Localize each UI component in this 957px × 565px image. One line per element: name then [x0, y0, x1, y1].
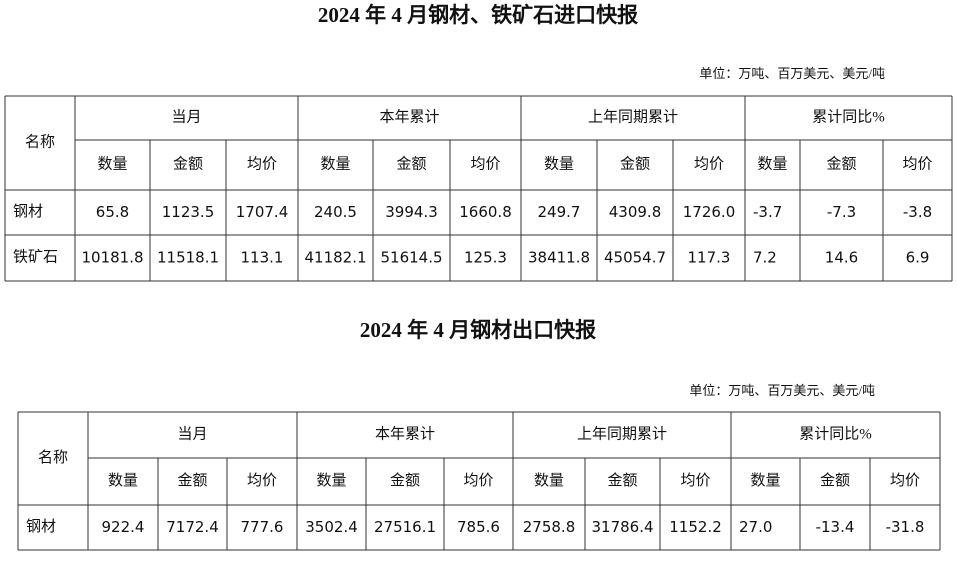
table-cell: 2758.8	[523, 518, 576, 536]
header-column: 均价	[247, 155, 277, 172]
table-cell: 3502.4	[305, 518, 358, 536]
header-group: 本年累计	[375, 425, 435, 442]
table-cell: 7.2	[753, 249, 777, 267]
table-cell: 1152.2	[669, 518, 722, 536]
table-cell: 7172.4	[166, 518, 219, 536]
table-cell: 922.4	[102, 518, 145, 536]
table-cell: 1123.5	[162, 203, 215, 221]
table-cell: 3994.3	[385, 203, 438, 221]
header-group: 累计同比%	[812, 108, 885, 125]
table-cell: -3.8	[903, 203, 932, 221]
table-title: 2024 年 4 月钢材、铁矿石进口快报	[318, 3, 638, 27]
table-cell: 117.3	[688, 249, 731, 267]
table-cell: 27.0	[739, 518, 772, 536]
header-column: 金额	[390, 472, 420, 489]
header-group: 当月	[177, 425, 207, 442]
table-cell: 125.3	[464, 249, 507, 267]
table-cell: 1660.8	[459, 203, 512, 221]
table-cell: 51614.5	[380, 249, 442, 267]
header-column: 数量	[544, 155, 574, 172]
header-column: 数量	[316, 472, 346, 489]
header-column: 金额	[607, 472, 637, 489]
table-cell: 249.7	[538, 203, 581, 221]
header-column: 均价	[902, 155, 932, 172]
header-column: 金额	[173, 155, 203, 172]
header-column: 金额	[826, 155, 856, 172]
header-column: 金额	[177, 472, 207, 489]
header-column: 均价	[247, 472, 277, 489]
header-column: 数量	[320, 155, 350, 172]
table-cell: 41182.1	[304, 249, 366, 267]
table-title: 2024 年 4 月钢材出口快报	[360, 318, 596, 342]
table-cell: 31786.4	[591, 518, 653, 536]
table-cell: 27516.1	[374, 518, 436, 536]
header-column: 数量	[97, 155, 127, 172]
table-cell: -3.7	[753, 203, 782, 221]
header-column: 均价	[463, 472, 493, 489]
header-column: 金额	[396, 155, 426, 172]
header-column: 金额	[620, 155, 650, 172]
header-cell: 名称	[25, 133, 55, 150]
header-cell: 名称	[38, 449, 68, 466]
header-column: 数量	[108, 472, 138, 489]
table-cell: 777.6	[241, 518, 284, 536]
table-cell: -13.4	[816, 518, 855, 536]
table-cell: -31.8	[886, 518, 925, 536]
table-cell: 785.6	[457, 518, 500, 536]
header-column: 数量	[757, 155, 787, 172]
table-cell: -7.3	[827, 203, 856, 221]
header-group: 本年累计	[379, 108, 439, 125]
table-cell: 10181.8	[81, 249, 143, 267]
row-name: 钢材	[13, 203, 43, 220]
row-name: 铁矿石	[13, 248, 58, 265]
table-cell: 1707.4	[236, 203, 289, 221]
header-column: 均价	[694, 155, 724, 172]
table-cell: 113.1	[241, 249, 284, 267]
header-group: 累计同比%	[799, 425, 872, 442]
table-cell: 4309.8	[609, 203, 662, 221]
unit-note: 单位：万吨、百万美元、美元/吨	[689, 383, 875, 398]
header-column: 均价	[890, 472, 920, 489]
table-cell: 45054.7	[604, 249, 666, 267]
header-column: 数量	[534, 472, 564, 489]
header-column: 均价	[470, 155, 500, 172]
header-column: 均价	[680, 472, 710, 489]
table-cell: 240.5	[314, 203, 357, 221]
header-group: 当月	[171, 108, 201, 125]
table-cell: 6.9	[906, 249, 930, 267]
unit-note: 单位：万吨、百万美元、美元/吨	[699, 66, 885, 81]
table-cell: 65.8	[96, 203, 129, 221]
row-name: 钢材	[26, 518, 56, 535]
header-group: 上年同期累计	[577, 425, 667, 442]
table-cell: 38411.8	[528, 249, 590, 267]
header-column: 数量	[750, 472, 780, 489]
table-cell: 11518.1	[157, 249, 219, 267]
header-group: 上年同期累计	[588, 108, 678, 125]
table-cell: 14.6	[825, 249, 858, 267]
table-cell: 1726.0	[683, 203, 736, 221]
header-column: 金额	[820, 472, 850, 489]
